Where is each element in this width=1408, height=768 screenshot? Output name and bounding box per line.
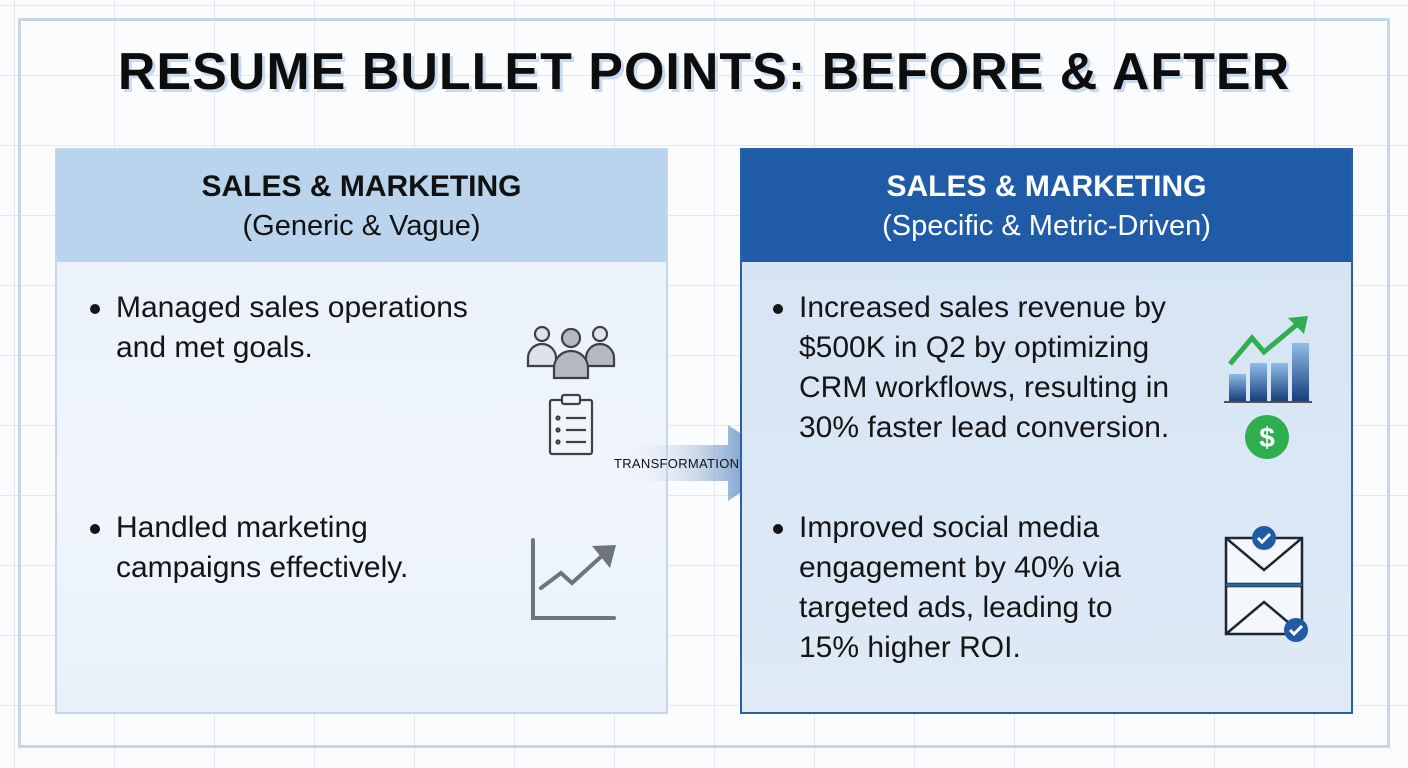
- bullet-line: $500K in Q2 by optimizing: [799, 331, 1150, 364]
- line-chart-icon: [531, 538, 616, 620]
- outer-frame: [18, 18, 1390, 748]
- after-subheading: (Specific & Metric-Driven): [882, 210, 1211, 242]
- svg-text:$: $: [1259, 422, 1275, 453]
- after-bullet-1: Increased sales revenue by $500K in Q2 b…: [773, 288, 1169, 448]
- bullet-line: engagement by 40% via: [799, 551, 1121, 584]
- after-header: SALES & MARKETING (Specific & Metric-Dri…: [742, 150, 1351, 262]
- bullet-line: Handled marketing: [116, 511, 368, 544]
- bullet-line: targeted ads, leading to: [799, 591, 1113, 624]
- bullet-line: Managed sales operations: [116, 291, 468, 324]
- after-heading: SALES & MARKETING: [886, 170, 1207, 203]
- bullet-line: and met goals.: [116, 331, 313, 364]
- growth-bar-chart-icon: [1224, 316, 1312, 403]
- bullet-line: Increased sales revenue by: [799, 291, 1166, 324]
- before-subheading: (Generic & Vague): [242, 210, 481, 242]
- bullet-line: Improved social media: [799, 511, 1100, 544]
- bullet-line: 15% higher ROI.: [799, 631, 1021, 664]
- bullet-line: CRM workflows, resulting in: [799, 371, 1170, 404]
- after-panel: SALES & MARKETING (Specific & Metric-Dri…: [740, 148, 1353, 714]
- email-check-icon: [1224, 526, 1308, 642]
- bullet-line: 30% faster lead conversion.: [799, 411, 1170, 444]
- transformation-label: TRANSFORMATION: [614, 456, 740, 471]
- before-heading: SALES & MARKETING: [201, 170, 522, 203]
- before-bullet-1: Managed sales operations and met goals.: [90, 288, 468, 368]
- page-title: RESUME BULLET POINTS: BEFORE & AFTER: [117, 43, 1291, 101]
- before-header: SALES & MARKETING (Generic & Vague): [57, 150, 666, 262]
- clipboard-list-icon: [548, 393, 594, 456]
- bullet-line: campaigns effectively.: [116, 551, 409, 584]
- dollar-icon: $: [1245, 415, 1289, 459]
- after-bullet-2: Improved social media engagement by 40% …: [773, 508, 1121, 668]
- before-bullet-2: Handled marketing campaigns effectively.: [90, 508, 408, 588]
- people-icon: [526, 325, 616, 380]
